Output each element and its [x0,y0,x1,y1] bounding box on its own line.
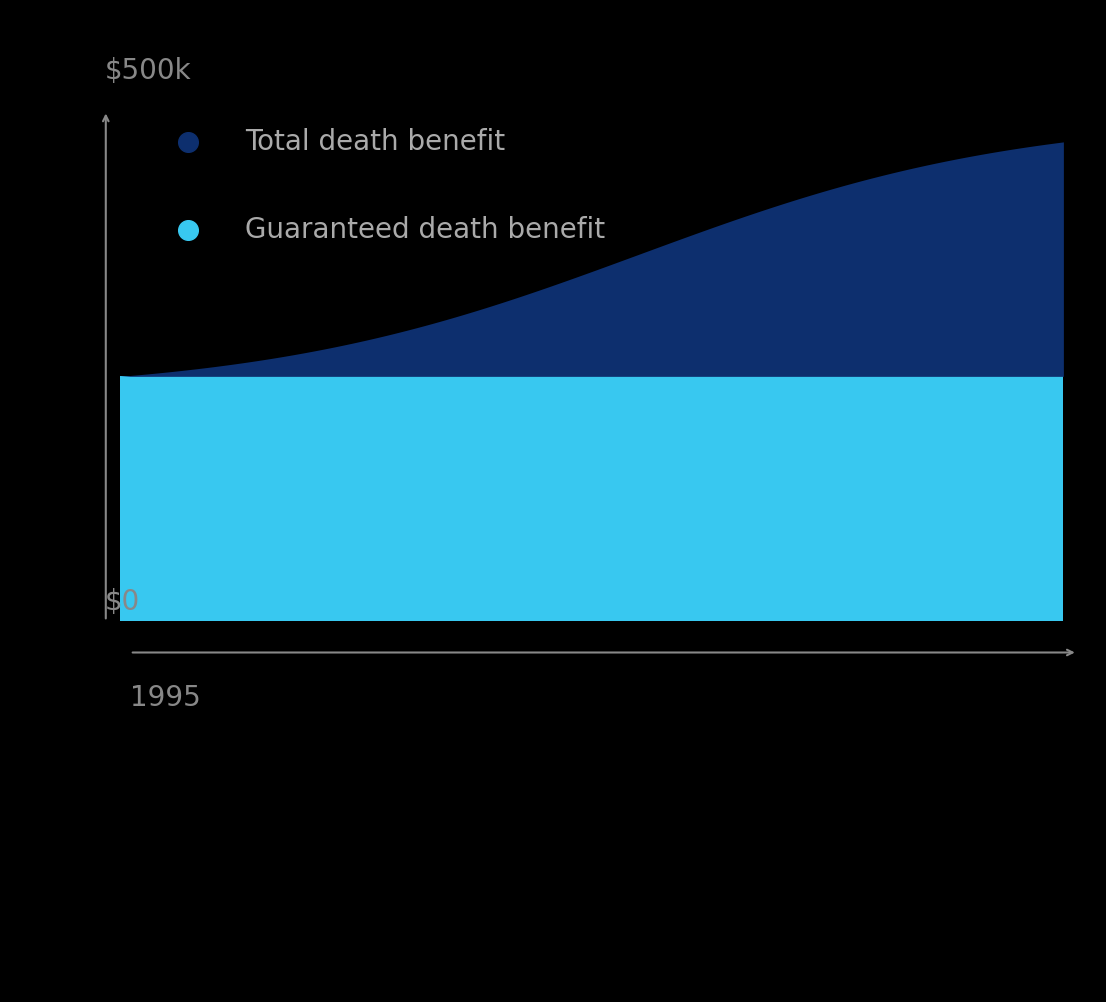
Text: Total death benefit: Total death benefit [246,128,505,156]
Point [187,134,205,150]
Text: Guaranteed death benefit: Guaranteed death benefit [246,216,605,244]
Text: 1995: 1995 [129,683,200,711]
Text: $500k: $500k [105,57,191,85]
Text: $0: $0 [105,588,140,616]
Point [187,222,205,238]
